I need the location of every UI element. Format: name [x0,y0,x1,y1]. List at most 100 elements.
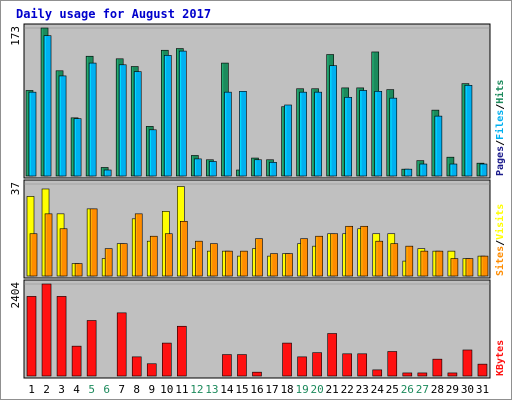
bar-visits-22-highlight [343,234,345,276]
bar-sites-11-highlight [180,221,183,276]
bar-kbytes-22-body [342,353,352,377]
bar-kbytes-10-body [161,342,172,377]
bar-kbytes-21-body [327,333,337,377]
bar-files-11 [179,50,187,177]
bar-kbytes-2-body [41,283,52,377]
bar-visits-13-highlight [207,251,210,276]
bar-kbytes-31-highlight [478,364,480,376]
bar-sites-30-body [465,258,474,277]
bar-sites-17-highlight [271,254,273,276]
bar-kbytes-10-highlight [162,343,165,376]
y-max-label: 2404 [9,282,22,309]
bar-files-16-body [254,159,262,177]
bar-sites-24 [375,240,384,277]
bar-sites-16 [255,238,263,277]
x-tick-label: 12 [190,383,203,396]
x-tick-label: 31 [476,383,489,396]
bar-files-22-body [344,96,352,177]
x-tick-label: 27 [416,383,429,396]
bar-files-17-body [269,162,277,177]
bar-visits-19-highlight [298,244,300,276]
bar-files-12-highlight [194,159,197,176]
bar-hits-22-highlight [342,88,344,176]
legend-visits: Visits [494,204,506,240]
bar-kbytes-30-body [462,349,473,377]
bar-visits-12-highlight [192,249,195,276]
bar-kbytes-26 [402,372,413,377]
bar-files-28-body [434,115,443,177]
bar-kbytes-11-highlight [177,326,180,376]
bar-sites-18-highlight [286,254,288,276]
bar-files-20-body [314,91,322,177]
bar-files-4 [73,118,82,177]
bar-files-5-highlight [89,63,91,176]
bar-files-1-highlight [29,92,31,176]
x-tick-label: 1 [28,383,35,396]
bar-kbytes-29-highlight [448,373,450,376]
bar-kbytes-27-body [417,372,428,377]
y-max-label: 37 [9,182,22,195]
bar-kbytes-22-highlight [343,354,345,376]
bar-sites-7-body [119,243,128,277]
bar-kbytes-18 [282,342,292,377]
bar-files-9 [148,129,157,177]
bar-kbytes-14 [222,354,232,377]
bar-visits-16-highlight [253,249,255,276]
bar-kbytes-16 [252,371,262,377]
bar-hits-8-highlight [131,67,134,176]
bar-files-3-body [58,75,67,177]
bar-kbytes-7-highlight [117,313,119,376]
bar-sites-11 [180,220,188,277]
bar-sites-26 [405,245,414,277]
x-tick-label: 7 [118,383,125,396]
bar-hits-18-highlight [282,107,284,176]
bar-sites-8-highlight [135,214,138,276]
bar-files-8 [133,71,142,177]
bar-sites-28-highlight [436,251,438,276]
bar-hits-29-highlight [447,157,449,176]
bar-kbytes-20-highlight [313,353,315,376]
bar-hits-11-highlight [176,49,179,176]
bar-sites-5-highlight [90,209,92,276]
bar-hits-12-highlight [191,156,194,176]
bar-hits-19-highlight [297,89,299,176]
bar-files-15-highlight [240,91,242,176]
bar-sites-3-body [59,228,68,277]
bar-files-3 [58,75,67,177]
bar-kbytes-28-highlight [433,359,435,376]
bar-files-18 [284,104,292,177]
bar-files-21-body [329,65,337,177]
panel-sites-visits: 37 Sites/Visits [9,179,506,279]
bar-sites-17-body [270,253,278,277]
legend-files: Files [494,110,506,140]
bar-files-26 [404,168,413,177]
bar-kbytes-3-highlight [57,296,59,376]
legend-pages: Pages [495,146,506,176]
bar-kbytes-28 [432,358,443,377]
bar-kbytes-3-body [56,296,67,377]
bar-kbytes-1-body [26,296,37,377]
bar-sites-27-body [420,250,429,277]
bar-sites-23-body [360,225,369,277]
bar-visits-9-highlight [147,241,150,276]
bar-sites-24-highlight [376,241,378,276]
bar-sites-1-body [29,233,38,277]
bar-kbytes-18-highlight [283,343,285,376]
bar-files-6-highlight [104,170,106,176]
bar-sites-13 [210,243,218,277]
x-tick-label: 8 [133,383,140,396]
bar-kbytes-21 [327,333,337,377]
bar-sites-9-highlight [150,236,153,276]
bar-sites-20-highlight [316,236,318,276]
bar-files-19-highlight [300,92,302,176]
bar-sites-16-highlight [256,239,258,276]
bar-files-13-body [209,161,217,177]
legend-separator: / [495,240,506,246]
bar-sites-15-highlight [241,251,243,276]
bar-sites-25-highlight [391,244,393,276]
bar-sites-9 [149,235,158,277]
bar-visits-10-highlight [162,211,165,276]
bar-files-24-highlight [375,91,377,176]
bar-sites-14-body [225,250,233,277]
bar-sites-16-body [255,238,263,277]
